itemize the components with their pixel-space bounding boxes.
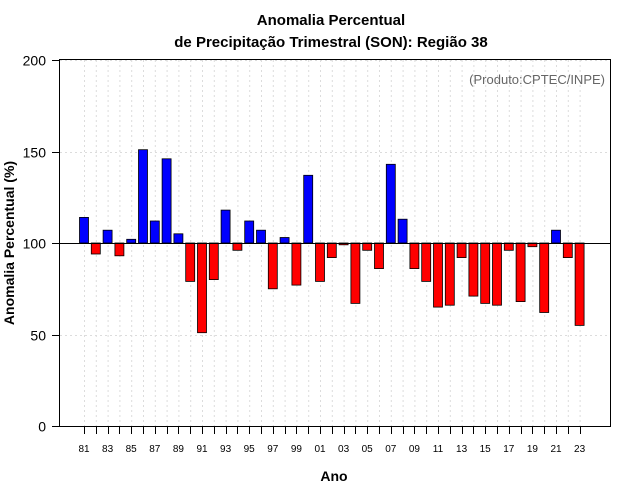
x-tick-label: 93: [220, 444, 232, 455]
x-tick-label: 13: [456, 444, 468, 455]
bar-1999: [291, 242, 302, 286]
x-tick-label: 23: [574, 444, 586, 455]
bar-2009: [409, 242, 420, 270]
x-tick-label: 21: [550, 444, 562, 455]
y-tick-label: 200: [23, 53, 47, 69]
bar-2022: [562, 242, 573, 259]
bar-1988: [161, 158, 172, 244]
bar-1984: [114, 242, 125, 257]
bar-2018: [515, 242, 526, 302]
bar-1985: [126, 238, 137, 244]
bar-1992: [208, 242, 219, 280]
x-tick-label: 97: [267, 444, 279, 455]
x-tick-label: 11: [433, 444, 444, 455]
bar-1991: [197, 242, 207, 334]
bar-1998: [279, 237, 290, 244]
x-tick-label: 01: [314, 444, 326, 455]
bar-2023: [574, 242, 585, 326]
bar-2016: [492, 242, 502, 306]
x-tick-label: 89: [173, 444, 185, 455]
bar-2002: [326, 242, 337, 259]
x-axis-title: Ano: [320, 468, 347, 484]
x-tick-label: 17: [503, 444, 515, 455]
bar-2011: [433, 242, 443, 308]
x-tick-label: 09: [409, 444, 421, 455]
y-tick-label: 150: [23, 145, 47, 161]
y-tick-label: 50: [30, 328, 46, 344]
bar-1996: [256, 229, 266, 244]
bar-2008: [397, 218, 408, 244]
bar-1987: [149, 220, 160, 244]
bar-1995: [244, 220, 255, 244]
x-tick-label: 83: [102, 444, 114, 455]
x-axis: 81 83 85 87 89 91 93 95 97 99 01 03 05 07 09 11 13 15 17 19…: [78, 426, 586, 455]
bar-1993: [220, 209, 231, 244]
bar-2020: [539, 242, 550, 313]
bar-2012: [444, 242, 455, 306]
credit-text: (Produto:CPTEC/INPE): [469, 72, 605, 87]
y-axis-title: Anomalia Percentual (%): [1, 161, 17, 325]
bar-2014: [468, 242, 479, 297]
x-tick-label: 85: [126, 444, 138, 455]
x-tick-label: 03: [338, 444, 350, 455]
bar-1989: [173, 233, 184, 244]
bar-2021: [551, 229, 561, 244]
bar-2007: [385, 163, 396, 244]
x-tick-label: 07: [385, 444, 397, 455]
y-axis: 0 50 100 150 200: [23, 53, 60, 435]
x-tick-label: 87: [149, 444, 161, 455]
chart-title-line1: Anomalia Percentual: [257, 12, 405, 29]
bar-2004: [350, 242, 361, 304]
y-tick-label: 100: [23, 236, 47, 252]
bar-1994: [232, 242, 243, 251]
bar-1982: [90, 242, 101, 255]
bar-2017: [503, 242, 514, 251]
bar-2005: [362, 242, 373, 251]
bar-1981: [79, 216, 89, 244]
bar-2000: [303, 174, 314, 244]
bar-2010: [421, 242, 432, 282]
x-tick-label: 81: [78, 444, 90, 455]
x-tick-label: 91: [196, 444, 208, 455]
bar-1986: [138, 149, 148, 244]
x-tick-label: 05: [362, 444, 374, 455]
x-tick-label: 15: [480, 444, 492, 455]
x-tick-label: 19: [527, 444, 539, 455]
bar-2001: [315, 242, 325, 282]
bar-1983: [102, 229, 113, 244]
bar-1997: [267, 242, 278, 290]
bar-2015: [480, 242, 491, 304]
bar-2013: [456, 242, 467, 259]
bar-1990: [185, 242, 196, 282]
chart-title-line2: de Precipitação Trimestral (SON): Região…: [174, 34, 487, 51]
bar-2006: [374, 242, 384, 270]
y-tick-label: 0: [38, 419, 46, 435]
x-tick-label: 99: [291, 444, 303, 455]
x-tick-label: 95: [244, 444, 256, 455]
